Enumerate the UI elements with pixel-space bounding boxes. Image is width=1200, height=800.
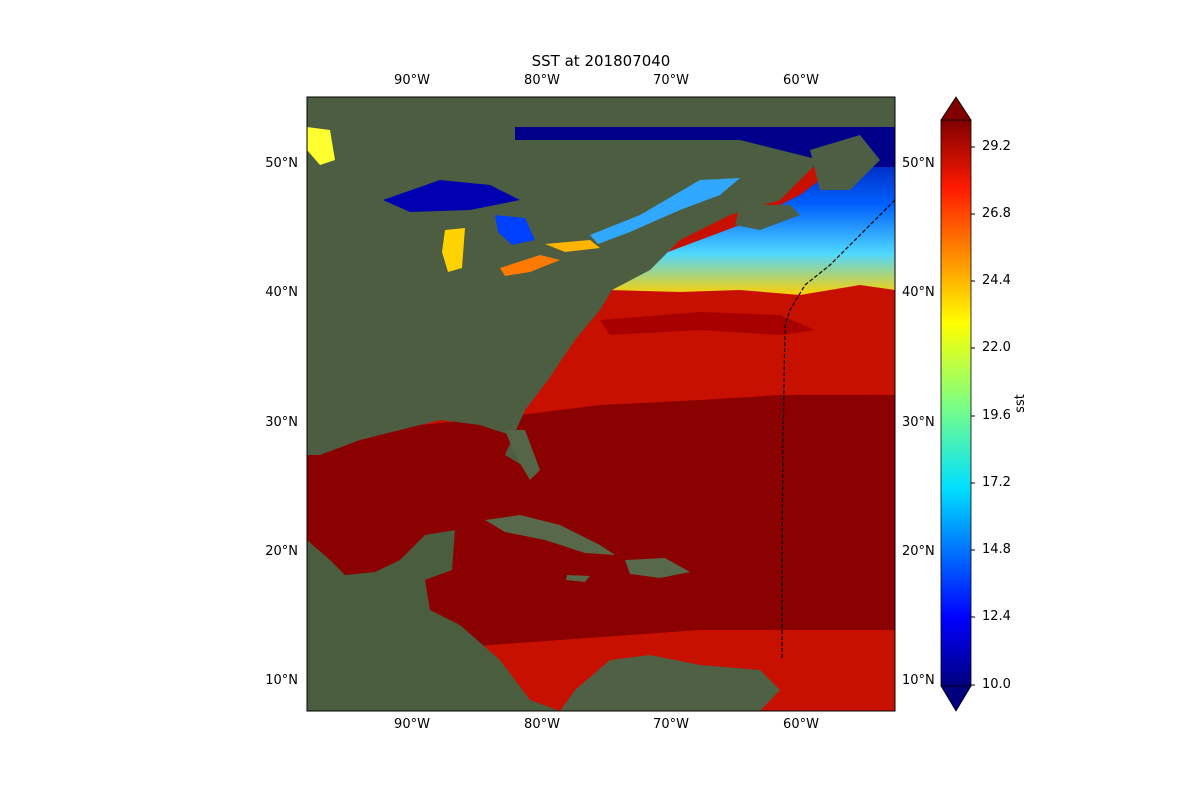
colorbar-tick-label: 29.2 [982, 139, 1011, 154]
track-line [781, 199, 895, 660]
colorbar-tick-label: 24.4 [982, 273, 1011, 288]
prairie-lakes [307, 127, 335, 165]
maritimes-land [735, 205, 800, 230]
lon-tick-label-top: 80°W [524, 73, 560, 88]
colorbar-tick-label: 26.8 [982, 206, 1011, 221]
lat-tick-label-left: 30°N [265, 415, 298, 430]
newfoundland-land [810, 135, 880, 190]
colorbar-bar [940, 119, 972, 687]
hispaniola-land [625, 558, 690, 578]
lat-tick-label-right: 50°N [902, 156, 935, 171]
florida-land [505, 430, 540, 480]
lake-superior [383, 180, 520, 212]
lake-ontario [545, 240, 600, 252]
lat-tick-label-left: 20°N [265, 544, 298, 559]
lon-tick-label-top: 90°W [394, 73, 430, 88]
lon-tick-label-bottom: 70°W [653, 717, 689, 732]
colorbar-tick-label: 17.2 [982, 475, 1011, 490]
south-america-land [560, 655, 780, 711]
lon-tick-label-bottom: 90°W [394, 717, 430, 732]
map-title: SST at 201807040 [531, 52, 671, 70]
colorbar-tick-label: 10.0 [982, 677, 1011, 692]
lat-tick-label-left: 10°N [265, 673, 298, 688]
north-atlantic-cold-water [610, 130, 895, 295]
colorbar [940, 96, 972, 712]
central-america-land [307, 530, 560, 711]
lake-erie [500, 255, 560, 276]
lon-tick-label-bottom: 60°W [783, 717, 819, 732]
lake-michigan [442, 228, 465, 272]
gulf-stream [600, 312, 815, 335]
st-lawrence [590, 178, 740, 244]
lake-huron [495, 215, 535, 245]
colorbar-tick-label: 12.4 [982, 609, 1011, 624]
lat-tick-label-right: 20°N [902, 544, 935, 559]
lat-tick-label-left: 50°N [265, 156, 298, 171]
lon-tick-label-top: 70°W [653, 73, 689, 88]
lat-tick-label-right: 40°N [902, 285, 935, 300]
colorbar-tick-label: 14.8 [982, 542, 1011, 557]
colorbar-tick-label: 19.6 [982, 408, 1011, 423]
colorbar-tick-label: 22.0 [982, 340, 1011, 355]
lon-tick-label-top: 60°W [783, 73, 819, 88]
lat-tick-label-right: 10°N [902, 673, 935, 688]
colorbar-extend-max [940, 96, 972, 121]
lat-tick-label-right: 30°N [902, 415, 935, 430]
map-frame [306, 96, 896, 712]
cuba-land [485, 515, 615, 555]
colorbar-label: sst [1012, 394, 1028, 413]
lon-tick-label-bottom: 80°W [524, 717, 560, 732]
colorbar-extend-min [940, 685, 972, 712]
tropical-warm-water [307, 395, 895, 650]
lat-tick-label-left: 40°N [265, 285, 298, 300]
jamaica-land [566, 575, 590, 582]
